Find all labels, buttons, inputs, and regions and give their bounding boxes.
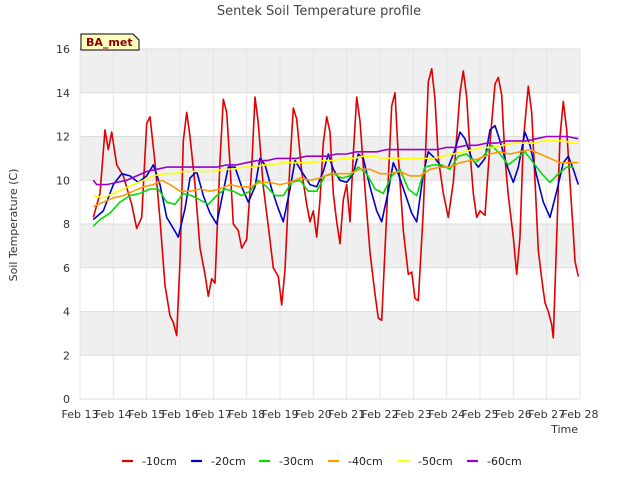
y-axis-ticks: 0 2 4 6 8 10 12 14 16 [56, 43, 70, 406]
legend-label: -60cm [487, 455, 522, 468]
chart-title: Sentek Soil Temperature profile [217, 4, 421, 19]
y-tick-label: 14 [56, 87, 70, 100]
plot-band [80, 311, 580, 356]
legend-label: -20cm [211, 455, 246, 468]
series-line-minus-10cm [92, 67, 580, 339]
series-line-minus-30cm [92, 144, 574, 227]
y-tick-label: 16 [56, 43, 70, 56]
legend: -10cm -20cm -30cm -40cm -50cm -60cm [122, 455, 522, 468]
grid-lines [79, 48, 581, 400]
x-tick-label: Feb 14 [95, 408, 132, 421]
legend-label: -10cm [142, 455, 177, 468]
y-tick-label: 12 [56, 131, 70, 144]
series-layer [92, 67, 580, 339]
x-tick-label: Feb 28 [562, 408, 599, 421]
series-line-minus-50cm [93, 140, 579, 199]
station-badge-label: BA_met [86, 36, 133, 49]
legend-label: -50cm [418, 455, 453, 468]
y-tick-label: 10 [56, 174, 70, 187]
x-tick-label: Feb 19 [262, 408, 299, 421]
x-tick-label: Feb 21 [328, 408, 365, 421]
x-tick-label: Feb 26 [495, 408, 532, 421]
y-tick-label: 4 [63, 306, 70, 319]
x-tick-label: Feb 24 [428, 408, 465, 421]
y-tick-label: 6 [63, 262, 70, 275]
series-line-minus-20cm [92, 124, 580, 238]
series-line-minus-60cm [92, 135, 579, 186]
y-tick-label: 2 [63, 349, 70, 362]
legend-label: -30cm [279, 455, 314, 468]
x-tick-label: Feb 18 [228, 408, 265, 421]
x-tick-label: Feb 17 [195, 408, 232, 421]
y-tick-label: 0 [63, 393, 70, 406]
y-axis-label: Soil Temperature (C) [7, 169, 20, 282]
x-tick-label: Feb 13 [62, 408, 99, 421]
x-tick-label: Feb 23 [395, 408, 432, 421]
station-badge-box [80, 33, 140, 51]
x-tick-label: Feb 16 [162, 408, 199, 421]
series-line-minus-40cm [92, 148, 579, 208]
y-tick-label: 8 [63, 218, 70, 231]
x-tick-label: Feb 20 [295, 408, 332, 421]
x-tick-label: Feb 22 [362, 408, 399, 421]
station-badge: BA_met [80, 33, 140, 51]
legend-label: -40cm [348, 455, 383, 468]
x-tick-label: Feb 15 [128, 408, 165, 421]
plot-band [80, 224, 580, 268]
x-axis-label: Time [550, 423, 578, 436]
x-tick-label: Feb 25 [462, 408, 499, 421]
x-tick-label: Feb 27 [528, 408, 565, 421]
plot-band [80, 49, 580, 93]
